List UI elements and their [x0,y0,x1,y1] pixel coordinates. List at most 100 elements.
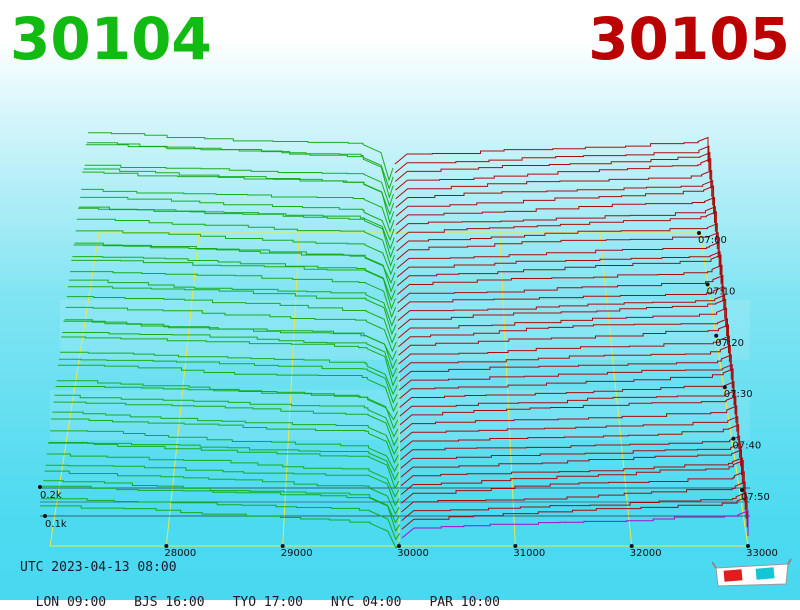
bid-depth-line [60,351,398,396]
ask-depth-line [395,185,715,217]
bid-depth-line [50,430,399,473]
clock-tyo: TYO 17:00 [232,595,304,610]
bid-depth-line [80,196,395,242]
time-tick-label: 07:20 [715,338,744,349]
ask-depth-line [395,180,714,208]
bid-depth-line [70,271,397,319]
price-tick-dot [746,544,750,548]
bid-depth-line [45,464,400,507]
bid-depth-line [40,505,401,550]
time-tick-label: 07:30 [724,389,753,400]
ask-depth-line [397,298,727,330]
bid-depth-line [46,453,400,498]
bid-depth-line [67,286,397,336]
ask-price: 30105 [588,5,790,73]
ask-depth-line [399,395,737,426]
ask-depth-line [394,145,710,174]
bid-depth-line [51,418,399,464]
clock-par: PAR 10:00 [429,595,500,610]
volume-tick-label: 0.1k [45,519,67,530]
price-tick-dot [397,544,401,548]
bid-depth-line [62,332,398,379]
bid-depth-line [72,256,396,302]
clock-bjs: BJS 16:00 [134,595,205,610]
ask-depth-line [401,510,749,539]
world-clocks: LON 09:00 BJS 16:00 TYO 17:00 NYC 04:00 PAR … [20,580,528,610]
bid-depth-line [85,144,394,199]
price-tick-dot [280,544,285,548]
bid-price: 30104 [10,5,212,73]
bid-depth-line [42,485,401,533]
ask-depth-line [401,481,746,513]
time-tick-dot [705,282,710,287]
ask-depth-line [398,324,729,356]
ask-depth-line [400,471,745,504]
price-tick-dot [629,544,634,548]
bid-depth-line [61,336,398,387]
ask-depth-line [400,442,742,469]
ask-depth-line [398,354,732,382]
bid-depth-line [43,480,400,524]
ask-depth-line [396,231,719,261]
bid-depth-line [52,411,399,456]
clock-lon: LON 09:00 [35,595,107,610]
ask-depth-line [399,390,736,417]
price-tick-label: 30000 [397,548,429,559]
bid-depth-line [53,401,399,447]
bid-depth-line [69,279,397,327]
bid-depth-line [88,132,394,182]
ask-depth-line [400,457,743,487]
price-tick-label: 33000 [746,548,778,559]
ask-depth-line [399,415,739,443]
ask-depth-line [398,363,733,391]
ask-depth-line [398,345,731,374]
time-tick-label: 07:00 [698,235,727,246]
ask-depth-line [400,424,740,452]
ask-depth-line [398,318,728,348]
bid-depth-line [63,320,398,370]
ask-depth-line [397,274,724,304]
3d-glasses-icon[interactable] [712,558,792,590]
bid-depth-line [44,470,400,515]
bid-depth-line [57,364,398,413]
ask-depth-line [399,381,735,408]
bid-depth-line [59,358,398,404]
ask-depth-line [397,264,723,295]
bid-depth-line [81,188,395,233]
time-tick-dot [731,436,736,441]
bid-depth-line [47,442,400,490]
utc-timestamp: UTC 2023-04-13 08:00 [20,560,177,575]
time-tick-label: 07:50 [741,492,770,503]
ask-depth-line [396,241,720,269]
ask-depth-line [397,307,728,339]
ask-depth-line [396,254,722,287]
price-tick-label: 32000 [630,548,662,559]
price-tick-dot [513,544,518,548]
depth-curves [40,132,749,550]
time-tick-dot [722,385,727,390]
bid-depth-line [84,164,394,208]
time-tick-dot [714,333,719,338]
time-tick-label: 07:10 [707,286,736,297]
ask-depth-line [395,169,713,200]
ask-depth-line [401,496,748,530]
ask-depth-line [395,206,716,234]
time-tick-dot [740,488,744,492]
price-tick-dot [164,544,169,548]
bid-depth-line [79,206,395,250]
bid-depth-line [41,498,401,541]
bid-depth-line [75,230,396,276]
ask-depth-line [397,294,726,321]
ask-depth-line [396,222,718,252]
ask-depth-line [400,435,741,461]
bid-depth-line [54,394,399,438]
price-gridline [499,231,516,547]
price-tick-label: 31000 [513,548,545,559]
ask-depth-line [396,211,717,243]
axis-labels: 28000 29000 30000 31000 32000 33000 07:00 07:10… [38,231,778,559]
ask-depth-line [399,405,738,434]
ask-depth-line [394,152,711,182]
ask-depth-line [395,196,715,226]
ask-depth-line [395,158,712,191]
